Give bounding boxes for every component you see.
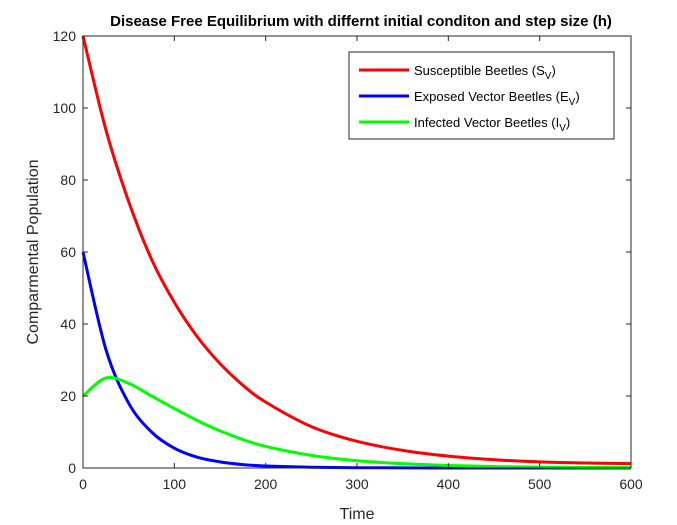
legend-box bbox=[348, 51, 615, 140]
x-tick-label-5: 500 bbox=[528, 476, 552, 492]
y-tick-label-6: 120 bbox=[53, 28, 77, 44]
x-tick-label-1: 100 bbox=[163, 476, 187, 492]
legend-label-0: Susceptible Beetles (SV) bbox=[414, 63, 556, 82]
chart-title: Disease Free Equilibrium with differnt i… bbox=[110, 13, 612, 30]
x-tick-label-3: 300 bbox=[345, 476, 369, 492]
y-tick-label-4: 80 bbox=[60, 172, 76, 188]
x-tick-label-2: 200 bbox=[254, 476, 278, 492]
legend: Susceptible Beetles (SV) Exposed Vector B… bbox=[348, 51, 615, 140]
y-tick-label-5: 100 bbox=[53, 100, 77, 116]
y-tick-label-3: 60 bbox=[60, 244, 76, 260]
x-tick-label-6: 600 bbox=[619, 476, 643, 492]
y-tick-label-2: 40 bbox=[60, 316, 76, 332]
series-line-0 bbox=[81, 35, 632, 466]
legend-label-2: Infected Vector Beetles (IV) bbox=[414, 115, 570, 134]
x-axis-title: Time bbox=[340, 506, 375, 523]
x-tick-label-0: 0 bbox=[79, 476, 87, 492]
y-tick-label-1: 20 bbox=[60, 388, 76, 404]
x-tick-label-4: 400 bbox=[437, 476, 461, 492]
y-axis-title: Comparmental Population bbox=[25, 160, 42, 345]
series-line-2 bbox=[82, 376, 632, 470]
y-tick-label-0: 0 bbox=[68, 460, 76, 476]
legend-label-1: Exposed Vector Beetles (EV) bbox=[414, 89, 580, 108]
